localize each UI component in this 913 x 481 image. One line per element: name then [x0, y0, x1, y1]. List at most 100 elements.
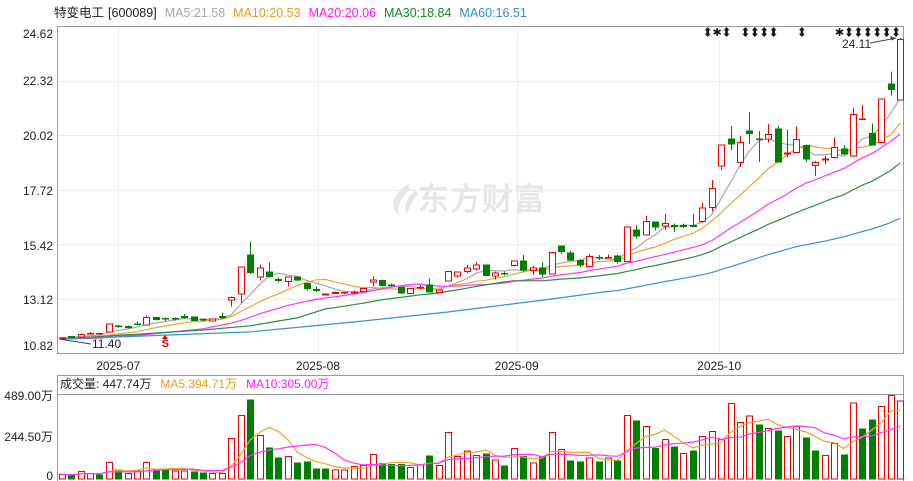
volume-bar [398, 463, 405, 480]
candle [614, 254, 621, 264]
candle [775, 125, 782, 163]
price-chart-area[interactable] [57, 26, 904, 354]
info-marker-icon[interactable] [864, 27, 871, 37]
candle [492, 271, 499, 280]
info-marker-icon[interactable] [704, 27, 711, 37]
candle [746, 112, 753, 145]
volume-bar [96, 474, 103, 480]
info-marker-icon[interactable] [770, 27, 777, 37]
volume-bars [59, 394, 904, 480]
volume-ma-lines [61, 409, 901, 476]
volume-bar [388, 463, 395, 480]
candle [454, 271, 461, 278]
candle [699, 203, 706, 224]
volume-header-divider [57, 394, 904, 395]
candle [134, 321, 141, 326]
info-marker-icon[interactable] [893, 27, 900, 37]
ma20-legend: MA20:20.06 [308, 6, 376, 20]
candle [793, 126, 800, 154]
volume-bar [567, 460, 574, 480]
candle [897, 38, 904, 101]
volume-bar [209, 472, 216, 480]
stock-name: 特变电工 [54, 6, 105, 20]
candle [662, 213, 669, 231]
candle [115, 325, 122, 328]
candle [530, 266, 537, 276]
candle [605, 254, 612, 259]
candle [360, 287, 367, 293]
signal-marker[interactable]: S [159, 335, 172, 350]
candle [511, 260, 518, 267]
candle [247, 241, 254, 274]
candle [436, 289, 443, 294]
ma20-line [61, 133, 901, 340]
volume-bar [322, 468, 329, 480]
candle [322, 293, 329, 296]
info-marker-icon[interactable] [723, 27, 730, 37]
info-marker-icon[interactable] [742, 27, 749, 37]
candle [671, 223, 678, 232]
volume-bar [680, 452, 687, 480]
volume-axis-label: 244.50万 [4, 430, 53, 444]
time-axis-label: 2025-08 [295, 359, 340, 373]
volume-bar [746, 415, 753, 480]
candle [558, 245, 565, 254]
volume-bar [266, 447, 273, 480]
volume-bar [859, 428, 866, 480]
info-marker-icon[interactable] [751, 27, 758, 37]
candle [709, 180, 716, 212]
volume-bar [614, 460, 621, 480]
volume-axis-label: 0 [46, 469, 53, 481]
candle [888, 71, 895, 96]
candle [737, 135, 744, 168]
candle [803, 144, 810, 162]
stock-code: [600089] [108, 6, 157, 20]
price-axis-label: 20.02 [22, 129, 53, 143]
volume-bar [257, 434, 264, 480]
volume-bar [483, 453, 490, 480]
star-marker-icon[interactable] [835, 28, 844, 36]
volume-bar [765, 427, 772, 480]
candle [332, 291, 339, 294]
candle [379, 280, 386, 287]
candle [68, 336, 75, 338]
candle [388, 283, 395, 287]
volume-bar [285, 455, 292, 480]
info-marker-icon[interactable] [883, 27, 890, 37]
volume-bar [172, 470, 179, 480]
candle [238, 266, 245, 304]
star-marker-icon[interactable] [713, 28, 721, 36]
volume-bar [332, 469, 339, 480]
info-marker-icon[interactable] [798, 27, 805, 37]
volume-ma10-legend: MA10:305.00万 [246, 377, 330, 391]
candle [859, 104, 866, 121]
annotation-lines [60, 36, 897, 345]
candle [162, 317, 169, 321]
volume-bar [464, 450, 471, 480]
volume-bar [238, 414, 245, 480]
time-axis-label: 2025-09 [494, 359, 539, 373]
volume-bar [341, 469, 348, 480]
stock-title: 特变电工 [600089] [54, 5, 157, 22]
candle [756, 130, 763, 162]
candle [680, 223, 687, 228]
volume-bar [304, 461, 311, 480]
candle [96, 332, 103, 335]
candle [652, 221, 659, 231]
candle [257, 264, 264, 281]
volume-bar [775, 430, 782, 480]
info-marker-icon[interactable] [855, 27, 862, 37]
ma30-legend: MA30:18.84 [384, 6, 452, 20]
candle [125, 325, 132, 329]
volume-ma5-legend: MA5:394.71万 [160, 377, 238, 391]
candle [728, 125, 735, 150]
volume-bar [652, 447, 659, 480]
candle [624, 226, 631, 263]
ma5-line [61, 98, 901, 339]
volume-bar [417, 463, 424, 480]
info-marker-icon[interactable] [761, 27, 768, 37]
info-marker-icon[interactable] [845, 27, 852, 37]
volume-bar [511, 447, 518, 480]
info-marker-icon[interactable] [874, 27, 881, 37]
ma5-legend: MA5:21.58 [164, 6, 226, 20]
